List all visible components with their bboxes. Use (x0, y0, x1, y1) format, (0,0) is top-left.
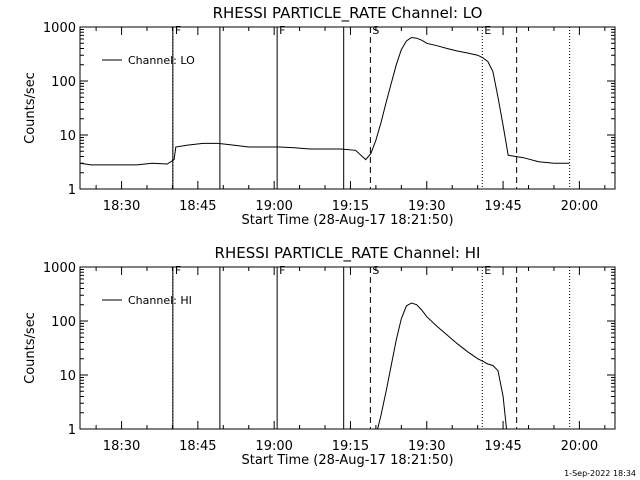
panel2-y-axis-label: Counts/sec (23, 312, 38, 384)
panel1-x-tick-label: 20:00 (561, 199, 598, 214)
panel2-plot-frame (79, 266, 616, 430)
panel1-chart-title: RHESSI PARTICLE_RATE Channel: LO (213, 4, 483, 23)
panel1-legend-label: Channel: LO (128, 54, 195, 67)
panel2-event-label: S (372, 264, 379, 277)
panel2-x-tick-label: 19:30 (408, 439, 445, 454)
panel1-y-tick-label: 10 (59, 129, 76, 144)
panel1-x-tick-label: 19:30 (408, 199, 445, 214)
panel2-x-tick-label: 18:30 (103, 439, 140, 454)
footer-timestamp: 1-Sep-2022 18:34 (564, 469, 636, 478)
panel2-x-axis-label: Start Time (28-Aug-17 18:21:50) (241, 453, 453, 468)
panel1-y-axis-label: Counts/sec (23, 72, 38, 144)
panel1-plot-frame (79, 26, 616, 190)
panel1-x-tick-label: 19:00 (255, 199, 292, 214)
panel1-x-tick-label: 19:15 (332, 199, 369, 214)
panel1-y-tick-label: 1 (68, 183, 76, 198)
panel2-y-tick-label: 1000 (43, 261, 76, 276)
panel2-x-tick-label: 20:00 (561, 439, 598, 454)
panel2-legend-label: Channel: HI (128, 294, 192, 307)
panel1-x-tick-label: 19:45 (484, 199, 521, 214)
panel2-x-tick-label: 19:45 (484, 439, 521, 454)
panel2-event-label: F (175, 264, 181, 277)
panel2-event-label: F (279, 264, 285, 277)
panel2-y-tick-label: 100 (51, 315, 76, 330)
panel1-series-line (79, 36, 570, 166)
panel2-y-tick-label: 1 (68, 423, 76, 438)
panel2-x-tick-label: 18:45 (179, 439, 216, 454)
panel2-event-label: E (484, 264, 491, 277)
panel1-x-axis-label: Start Time (28-Aug-17 18:21:50) (241, 213, 453, 228)
panel1-y-tick-label: 1000 (43, 21, 76, 36)
panel2-series-line (377, 302, 507, 430)
panel1-x-tick-label: 18:30 (103, 199, 140, 214)
panel1-event-label: F (175, 24, 181, 37)
panel2-y-tick-label: 10 (59, 369, 76, 384)
panel2-x-tick-label: 19:00 (255, 439, 292, 454)
panel2-chart-title: RHESSI PARTICLE_RATE Channel: HI (215, 244, 481, 263)
panel1-x-tick-label: 18:45 (179, 199, 216, 214)
panel1-event-label: E (484, 24, 491, 37)
panel1-event-label: S (372, 24, 379, 37)
panel1-event-label: F (279, 24, 285, 37)
panel2-x-tick-label: 19:15 (332, 439, 369, 454)
panel1-y-tick-label: 100 (51, 75, 76, 90)
